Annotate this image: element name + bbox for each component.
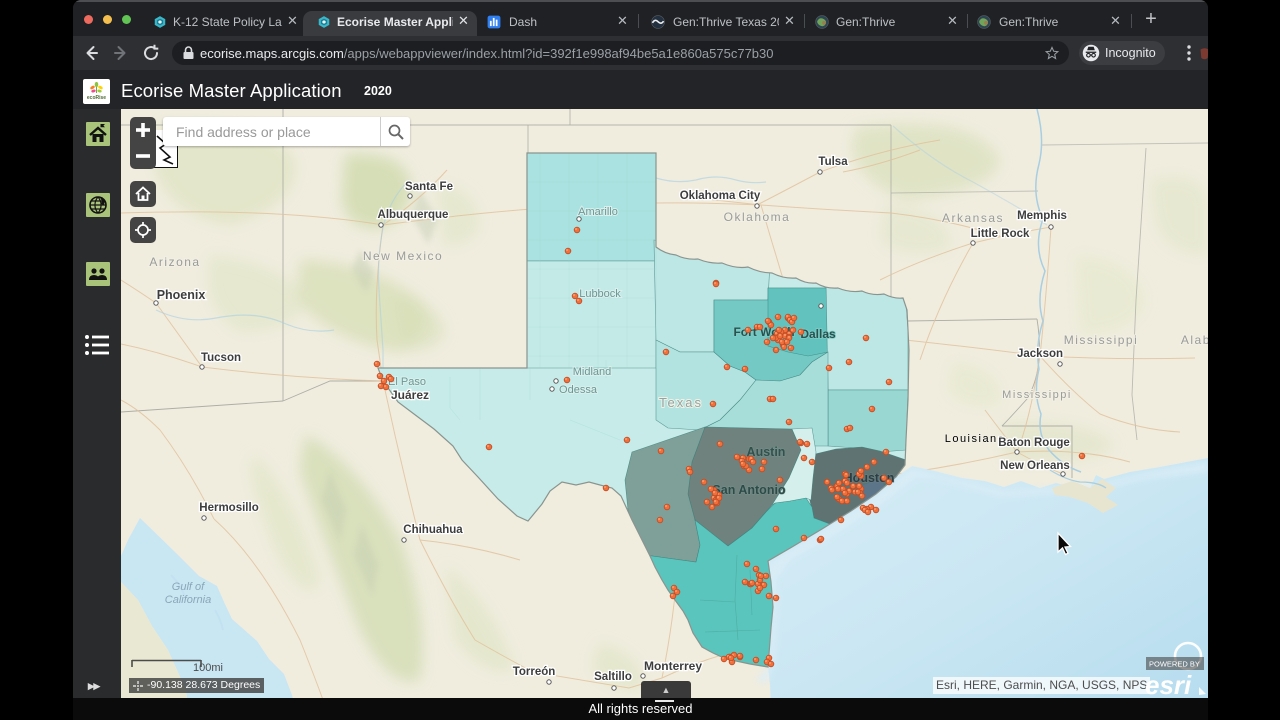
svg-text:San Antonio: San Antonio: [712, 483, 786, 497]
svg-text:California: California: [165, 594, 211, 606]
svg-text:Torreón: Torreón: [513, 666, 556, 678]
svg-text:New Mexico: New Mexico: [363, 249, 443, 263]
svg-text:ecoRise: ecoRise: [87, 95, 106, 101]
svg-text:Austin: Austin: [747, 445, 786, 459]
svg-text:Tucson: Tucson: [201, 352, 241, 364]
svg-text:El Paso: El Paso: [388, 376, 426, 388]
svg-text:Texas: Texas: [659, 395, 703, 410]
svg-text:Arizona: Arizona: [149, 255, 200, 269]
svg-text:Odessa: Odessa: [559, 384, 598, 396]
svg-text:Dallas: Dallas: [800, 327, 836, 341]
svg-text:Juárez: Juárez: [391, 388, 429, 402]
svg-text:Alaba: Alaba: [1181, 333, 1208, 347]
svg-text:esri: esri: [1145, 670, 1192, 698]
svg-text:Albuquerque: Albuquerque: [378, 209, 449, 221]
svg-text:Monterrey: Monterrey: [644, 659, 702, 673]
svg-text:Mississippi: Mississippi: [1064, 333, 1139, 347]
svg-text:Louisiana: Louisiana: [945, 433, 1006, 445]
svg-text:Oklahoma City: Oklahoma City: [680, 190, 761, 202]
svg-text:Chihuahua: Chihuahua: [403, 524, 463, 536]
svg-text:Phoenix: Phoenix: [157, 288, 206, 302]
svg-text:Santa Fe: Santa Fe: [405, 181, 453, 193]
svg-text:Tulsa: Tulsa: [818, 156, 848, 168]
svg-text:Lubbock: Lubbock: [579, 288, 621, 300]
svg-text:Little Rock: Little Rock: [971, 228, 1030, 240]
svg-text:New Orleans: New Orleans: [1000, 460, 1070, 472]
svg-text:Baton Rouge: Baton Rouge: [998, 437, 1070, 449]
svg-text:Mississippi: Mississippi: [1002, 389, 1072, 401]
svg-text:Arkansas: Arkansas: [942, 211, 1004, 225]
svg-text:Memphis: Memphis: [1017, 210, 1067, 222]
svg-text:POWERED BY: POWERED BY: [1149, 660, 1200, 669]
svg-text:Amarillo: Amarillo: [578, 206, 618, 218]
svg-text:Jackson: Jackson: [1017, 348, 1063, 360]
svg-text:Hermosillo: Hermosillo: [199, 502, 258, 514]
svg-text:Gulf of: Gulf of: [172, 581, 205, 593]
svg-text:Midland: Midland: [573, 366, 612, 378]
svg-text:Oklahoma: Oklahoma: [724, 210, 791, 224]
svg-text:Saltillo: Saltillo: [594, 671, 632, 683]
